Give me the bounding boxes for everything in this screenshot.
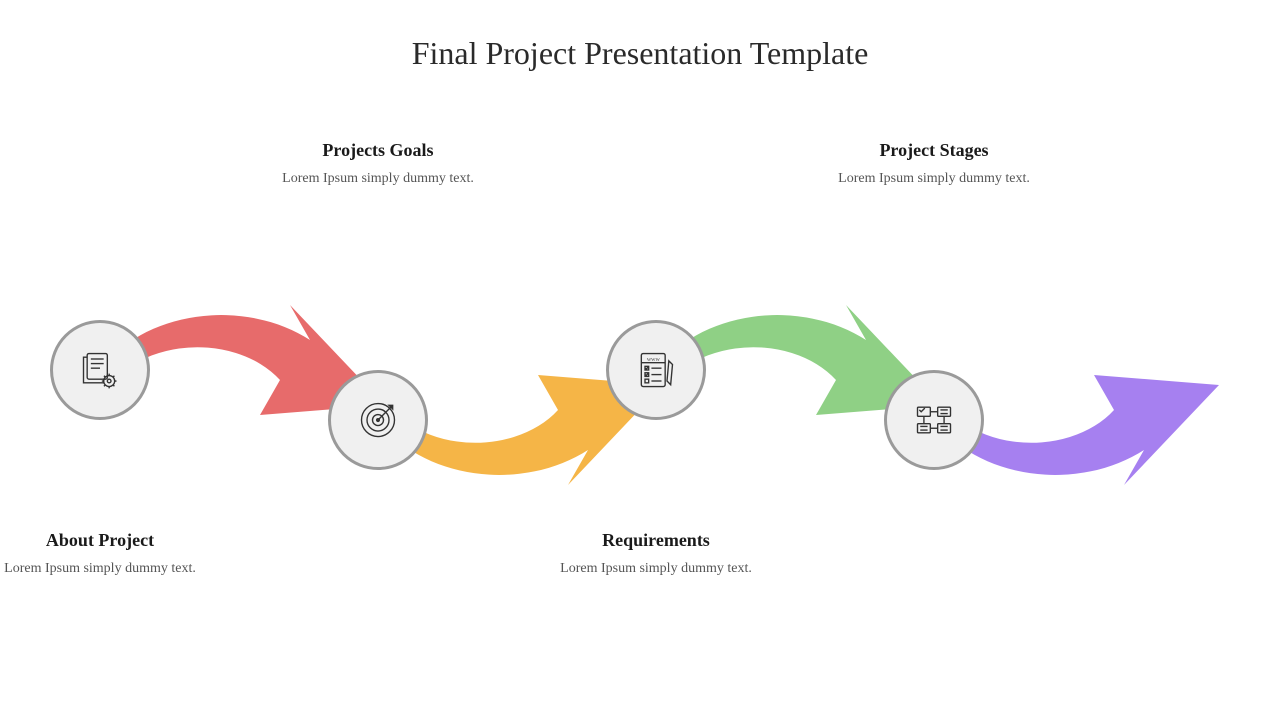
step-body: Lorem Ipsum simply dummy text. [0, 559, 200, 579]
step-circle-4 [884, 370, 984, 470]
step-body: Lorem Ipsum simply dummy text. [278, 169, 478, 189]
step-body: Lorem Ipsum simply dummy text. [834, 169, 1034, 189]
svg-text:WWW: WWW [647, 357, 661, 362]
step-circle-3: WWW [606, 320, 706, 420]
step-text-2: Projects Goals Lorem Ipsum simply dummy … [278, 140, 478, 189]
step-heading: Projects Goals [278, 140, 478, 161]
step-text-4: Project Stages Lorem Ipsum simply dummy … [834, 140, 1034, 189]
step-heading: Project Stages [834, 140, 1034, 161]
step-circle-2 [328, 370, 428, 470]
step-text-3: Requirements Lorem Ipsum simply dummy te… [556, 530, 756, 579]
page-title: Final Project Presentation Template [0, 35, 1280, 72]
step-circle-1 [50, 320, 150, 420]
document-gear-icon [78, 348, 122, 392]
target-icon [356, 398, 400, 442]
step-text-1: About Project Lorem Ipsum simply dummy t… [0, 530, 200, 579]
checklist-icon: WWW [634, 348, 678, 392]
step-heading: Requirements [556, 530, 756, 551]
step-body: Lorem Ipsum simply dummy text. [556, 559, 756, 579]
step-heading: About Project [0, 530, 200, 551]
stages-icon [912, 398, 956, 442]
